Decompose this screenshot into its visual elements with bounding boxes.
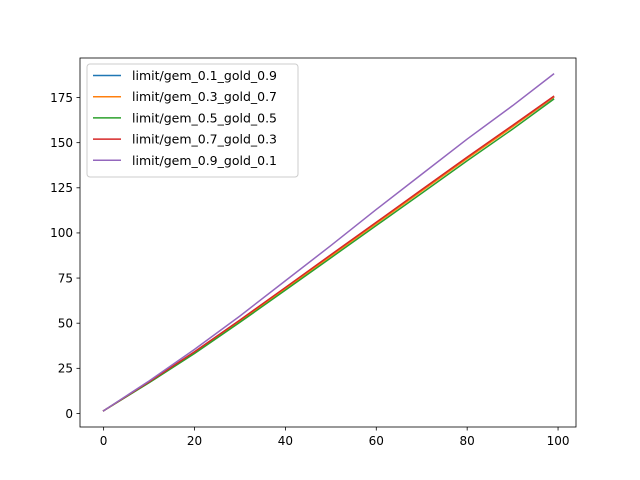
y-tick-label-4: 100 (50, 226, 73, 240)
legend: limit/gem_0.1_gold_0.9 limit/gem_0.3_gold… (86, 63, 299, 178)
axes-layer: 0 20 40 60 80 100 0 25 50 75 100 125 150 175 (50, 57, 577, 448)
legend-box (86, 63, 299, 178)
x-tick-label-2: 40 (278, 434, 293, 448)
x-tick-label-1: 20 (187, 434, 202, 448)
series-line-2 (102, 98, 555, 412)
y-tick-label-5: 125 (50, 181, 73, 195)
legend-label-1: limit/gem_0.3_gold_0.7 (132, 89, 277, 104)
legend-label-2: limit/gem_0.5_gold_0.5 (132, 110, 277, 125)
y-tick-label-1: 25 (58, 362, 73, 376)
plot-frame (79, 57, 577, 428)
x-tick-label-0: 0 (100, 434, 108, 448)
y-tick-label-0: 0 (65, 407, 73, 421)
x-tick-label-4: 80 (460, 434, 475, 448)
series-line-4 (102, 73, 555, 412)
y-tick-label-2: 50 (58, 316, 73, 330)
legend-label-3: limit/gem_0.7_gold_0.3 (132, 132, 277, 147)
series-layer (102, 73, 555, 412)
x-tick-label-3: 60 (369, 434, 384, 448)
x-tick-label-5: 100 (547, 434, 570, 448)
y-tick-label-7: 175 (50, 91, 73, 105)
y-tick-label-6: 150 (50, 136, 73, 150)
y-tick-label-3: 75 (58, 271, 73, 285)
legend-label-0: limit/gem_0.1_gold_0.9 (132, 68, 277, 83)
series-line-3 (102, 95, 555, 412)
legend-label-4: limit/gem_0.9_gold_0.1 (132, 153, 277, 168)
